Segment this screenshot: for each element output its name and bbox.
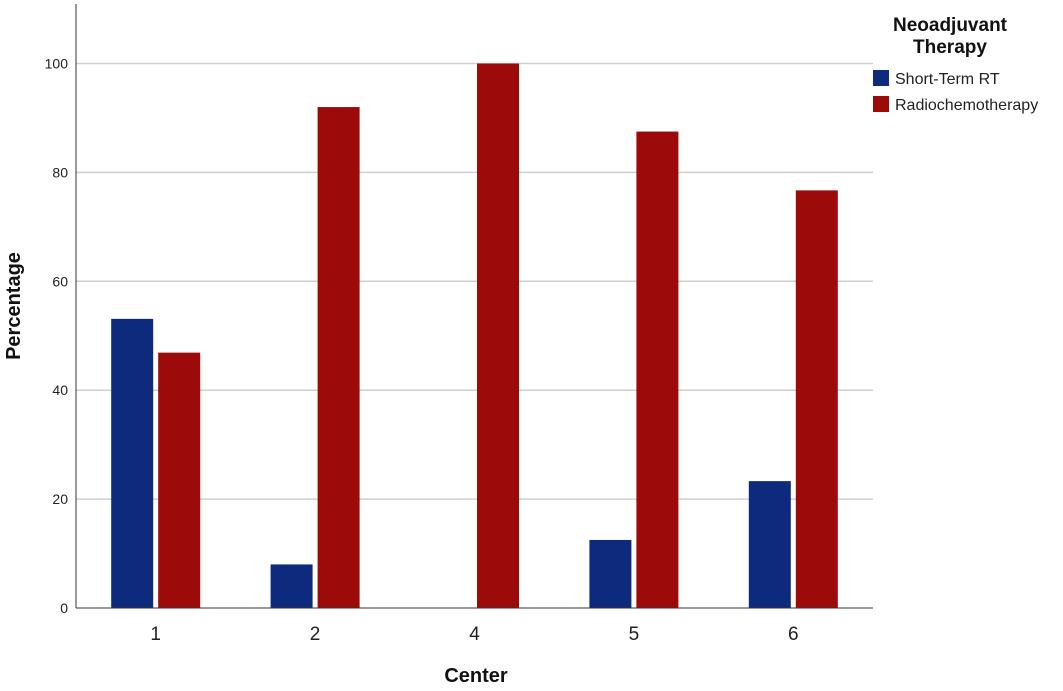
axes [75, 4, 873, 609]
legend-swatch-radiochemotherapy [873, 96, 889, 112]
bar-center-6-radiochemotherapy [795, 190, 838, 608]
bar-center-5-short-term-rt [589, 539, 632, 608]
x-tick-label: 5 [629, 624, 640, 645]
x-tick-label: 4 [469, 624, 480, 645]
x-tick-label: 1 [150, 624, 161, 645]
legend-label-short-term-rt: Short-Term RT [895, 71, 1000, 88]
y-tick-label: 0 [60, 600, 68, 616]
x-tick-labels: 1 2 4 5 6 [150, 624, 798, 645]
x-tick-label: 6 [788, 624, 799, 645]
y-tick-label: 40 [52, 382, 68, 398]
bar-center-1-radiochemotherapy [158, 352, 201, 608]
y-tick-label: 100 [45, 56, 69, 72]
y-tick-labels: 0 20 40 60 80 100 [45, 56, 69, 617]
legend-swatch-short-term-rt [873, 70, 889, 86]
x-axis-title: Center [444, 665, 508, 687]
bars [111, 63, 838, 608]
bar-center-4-radiochemotherapy [477, 63, 519, 608]
bar-center-6-short-term-rt [748, 481, 791, 608]
bar-center-5-radiochemotherapy [636, 131, 679, 608]
y-tick-label: 80 [52, 164, 68, 180]
y-tick-label: 60 [52, 273, 68, 289]
bar-center-2-short-term-rt [270, 564, 313, 608]
legend-label-radiochemotherapy: Radiochemotherapy [895, 97, 1038, 114]
bar-center-2-radiochemotherapy [317, 107, 360, 608]
x-tick-label: 2 [310, 624, 321, 645]
gridlines [76, 62, 873, 500]
legend-title-line-1: Neoadjuvant [893, 15, 1008, 36]
y-tick-label: 20 [52, 491, 68, 507]
y-axis-title: Percentage [3, 252, 25, 360]
legend-title-line-2: Therapy [913, 37, 987, 58]
legend: Neoadjuvant Therapy Short-Term RT Radioc… [873, 15, 1038, 114]
bar-center-1-short-term-rt [111, 318, 154, 608]
